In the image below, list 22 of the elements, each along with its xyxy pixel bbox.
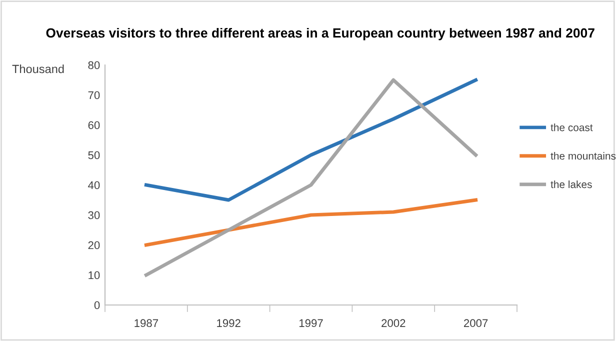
- y-axis-title: Thousand: [12, 64, 64, 74]
- y-tick-label: 30: [88, 211, 100, 220]
- y-tick-label: 20: [88, 241, 100, 250]
- x-tick-label: 1992: [217, 319, 240, 328]
- y-tick-label: 80: [88, 61, 100, 70]
- legend-label: the coast: [550, 124, 593, 132]
- x-tick-label: 1987: [134, 319, 158, 328]
- y-tick-label: 50: [88, 151, 100, 160]
- line-series: [144, 198, 478, 247]
- y-tick-label: 70: [88, 91, 100, 100]
- x-tick-label: 1997: [299, 319, 323, 328]
- line-series: [144, 78, 478, 202]
- y-tick-label: 40: [88, 181, 100, 190]
- legend-label: the mountains: [550, 152, 616, 160]
- y-tick-label: 10: [88, 271, 100, 280]
- x-tick-label: 2007: [464, 319, 488, 328]
- y-tick-label: 60: [88, 121, 100, 130]
- chart-title: Overseas visitors to three different areas in a European country between 1987 and 2007: [46, 28, 594, 40]
- legend-label: the lakes: [550, 180, 592, 188]
- x-tick-label: 2002: [382, 319, 406, 328]
- line-series: [144, 78, 478, 277]
- y-tick-label: 0: [94, 301, 100, 310]
